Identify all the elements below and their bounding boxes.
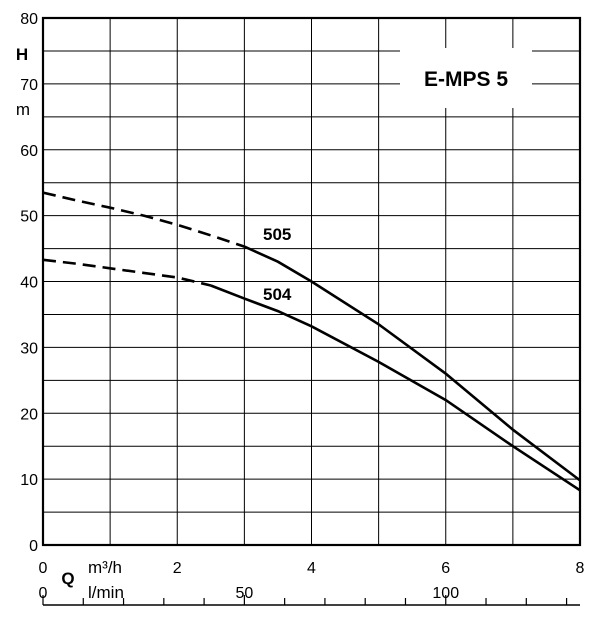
y-tick-label: 10 <box>20 472 38 489</box>
series-label-505: 505 <box>263 225 291 244</box>
y-tick-label: 60 <box>20 143 38 160</box>
y-tick-labels: 0 10 20 30 40 50 60 70 80 <box>20 11 38 555</box>
x-unit-secondary: l/min <box>88 583 124 602</box>
x-tick-label: 8 <box>576 560 585 577</box>
series-504-solid <box>210 284 581 492</box>
y-tick-label: 80 <box>20 11 38 28</box>
y-tick-label: 0 <box>29 538 38 555</box>
y-tick-label: 70 <box>20 77 38 94</box>
secondary-tick-label: 50 <box>235 585 253 602</box>
series-505-dashed <box>42 191 245 248</box>
y-tick-label: 30 <box>20 340 38 357</box>
plot-frame <box>41 16 582 547</box>
frame-layer <box>41 16 582 547</box>
x-tick-labels: 0 2 4 6 8 <box>39 560 585 577</box>
x-axis-label: Q <box>61 569 74 588</box>
secondary-tick-label: 100 <box>432 585 459 602</box>
series-label-504: 504 <box>263 285 292 304</box>
curves-layer <box>42 191 581 492</box>
title-box <box>400 48 532 108</box>
x-tick-label: 6 <box>441 560 450 577</box>
series-505-solid <box>243 245 581 482</box>
x-tick-label: 4 <box>307 560 316 577</box>
chart-title: E-MPS 5 <box>424 68 508 91</box>
x-tick-label: 2 <box>173 560 182 577</box>
secondary-tick-label: 0 <box>39 585 48 602</box>
y-axis-label: H <box>16 45 28 64</box>
x-tick-label: 0 <box>39 560 48 577</box>
y-tick-label: 40 <box>20 275 38 292</box>
x-unit-primary: m³/h <box>88 558 122 577</box>
y-tick-label: 50 <box>20 209 38 226</box>
secondary-axis: 0 50 100 <box>39 585 580 606</box>
series-504-dashed <box>42 258 212 287</box>
y-tick-label: 20 <box>20 406 38 423</box>
y-axis-unit: m <box>16 100 30 119</box>
